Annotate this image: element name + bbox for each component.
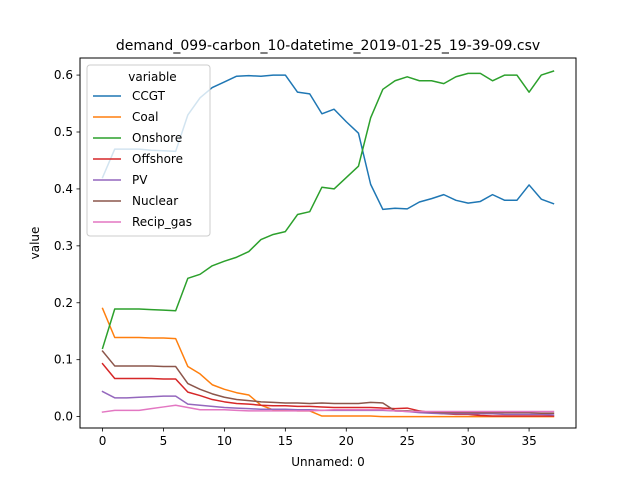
x-axis: 0 5 10 15 20 25 30 35 xyxy=(99,428,537,448)
legend-label-offshore: Offshore xyxy=(132,152,183,166)
y-axis: 0.0 0.1 0.2 0.3 0.4 0.5 0.6 xyxy=(54,68,80,424)
legend-label-coal: Coal xyxy=(132,110,158,124)
series-line-nuclear xyxy=(101,350,555,414)
legend-title: variable xyxy=(128,70,176,84)
series-line-coal xyxy=(101,307,555,418)
x-tick-label: 30 xyxy=(461,434,476,448)
y-axis-label: value xyxy=(28,227,42,260)
x-tick-label: 15 xyxy=(278,434,293,448)
y-tick-label: 0.3 xyxy=(54,239,73,253)
legend-label-ccgt: CCGT xyxy=(132,89,166,103)
y-tick-label: 0.1 xyxy=(54,353,73,367)
y-tick-label: 0.4 xyxy=(54,182,73,196)
chart-title: demand_099-carbon_10-datetime_2019-01-25… xyxy=(116,38,540,54)
x-tick-label: 0 xyxy=(99,434,107,448)
legend-label-nuclear: Nuclear xyxy=(132,194,178,208)
y-tick-label: 0.5 xyxy=(54,125,73,139)
legend-label-pv: PV xyxy=(132,173,148,187)
y-tick-label: 0.2 xyxy=(54,296,73,310)
legend-box xyxy=(86,64,211,237)
legend-label-recip-gas: Recip_gas xyxy=(132,215,192,229)
x-tick-label: 5 xyxy=(160,434,168,448)
x-axis-label: Unnamed: 0 xyxy=(291,455,365,469)
y-tick-label: 0.6 xyxy=(54,68,73,82)
legend: variable CCGT Coal Onshore Offshore PV Nuclear… xyxy=(86,64,211,237)
series-line-onshore xyxy=(101,70,555,350)
x-tick-label: 35 xyxy=(521,434,536,448)
x-tick-label: 10 xyxy=(217,434,232,448)
series-line-recip-gas xyxy=(101,404,555,413)
legend-label-onshore: Onshore xyxy=(132,131,182,145)
y-tick-label: 0.0 xyxy=(54,410,73,424)
series-line-offshore xyxy=(101,362,555,417)
x-tick-label: 20 xyxy=(339,434,354,448)
x-tick-label: 25 xyxy=(400,434,415,448)
plot-frame xyxy=(79,57,577,429)
